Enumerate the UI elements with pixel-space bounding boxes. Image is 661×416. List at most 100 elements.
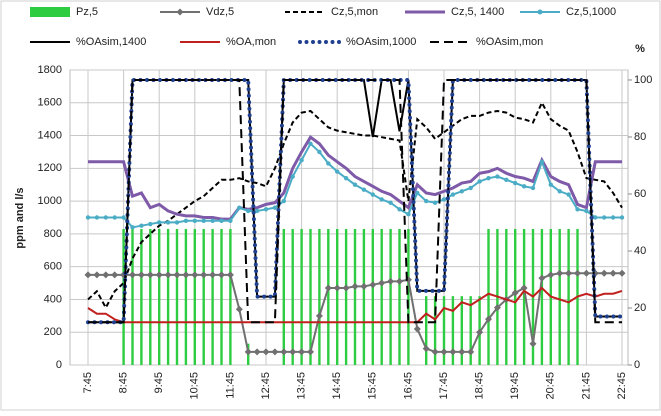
x-tick-label: 21:45: [580, 372, 592, 400]
marker: [263, 207, 269, 212]
x-tick-label: 13:45: [296, 372, 308, 400]
marker: [317, 149, 322, 155]
marker: [440, 348, 448, 356]
x-tick-label: 7:45: [82, 372, 94, 393]
marker: [584, 208, 589, 214]
bar: [291, 228, 294, 365]
marker: [557, 189, 562, 194]
marker: [111, 271, 119, 279]
marker: [155, 271, 163, 279]
marker: [574, 269, 581, 277]
x-tick-label: 15:45: [367, 372, 379, 400]
legend-marker: [176, 8, 184, 16]
plot-area: [69, 69, 629, 366]
x-tick-label: 14:45: [331, 372, 343, 400]
marker: [396, 277, 403, 285]
marker: [397, 207, 402, 212]
marker: [210, 218, 215, 223]
bar: [318, 228, 321, 365]
marker: [315, 312, 323, 320]
marker: [459, 189, 464, 194]
marker: [343, 175, 349, 181]
marker: [201, 218, 206, 223]
marker: [228, 218, 233, 223]
marker: [467, 348, 475, 356]
marker: [246, 208, 251, 214]
marker: [387, 277, 395, 285]
marker: [182, 271, 190, 279]
marker: [610, 215, 616, 220]
marker: [504, 177, 509, 183]
marker: [566, 192, 571, 197]
marker: [431, 348, 439, 356]
marker: [129, 271, 136, 279]
marker: [262, 348, 270, 356]
bar: [522, 228, 526, 365]
legend-label: Vdz,5: [206, 6, 234, 18]
marker: [441, 197, 447, 202]
y2-tick-label: 40: [634, 245, 646, 257]
marker: [449, 348, 457, 356]
bar: [425, 296, 428, 365]
legend-label: Pz,5: [76, 6, 98, 18]
y2-tick-label: 100: [634, 74, 652, 86]
marker: [235, 305, 243, 313]
bar: [540, 228, 544, 365]
bar: [158, 228, 161, 365]
marker: [379, 197, 384, 202]
x-tick-label: 19:45: [509, 372, 521, 400]
bar: [149, 228, 152, 365]
marker: [619, 215, 625, 220]
bar: [344, 228, 348, 365]
y-tick-label: 1600: [38, 97, 62, 109]
marker: [360, 282, 368, 290]
marker: [183, 218, 189, 223]
x-tick-label: 16:45: [402, 372, 414, 400]
marker: [333, 284, 341, 292]
y2-tick-label: 60: [634, 188, 646, 200]
bar: [211, 228, 214, 365]
marker: [307, 348, 314, 356]
legend-label: %OAsim,1000: [346, 36, 416, 48]
marker: [281, 198, 286, 204]
y-tick-label: 200: [44, 326, 62, 338]
marker: [192, 218, 197, 223]
marker: [547, 271, 555, 279]
bar: [380, 228, 383, 365]
marker: [388, 200, 393, 205]
marker: [137, 271, 145, 279]
marker: [565, 269, 573, 277]
marker: [511, 289, 519, 297]
marker: [174, 220, 180, 225]
bar: [175, 228, 179, 365]
marker: [218, 271, 225, 279]
marker: [602, 215, 607, 220]
marker: [280, 348, 288, 356]
marker: [370, 192, 375, 197]
x-tick-label: 18:45: [474, 372, 486, 400]
marker: [290, 174, 295, 179]
marker: [539, 159, 545, 164]
bar: [567, 228, 570, 365]
legend-label: Cz,5,mon: [331, 6, 378, 18]
y-axis-label: ppm and l/s: [14, 187, 26, 248]
marker: [103, 215, 109, 220]
marker: [413, 325, 421, 333]
marker: [254, 208, 260, 214]
marker: [361, 187, 367, 192]
marker: [253, 348, 261, 356]
marker: [369, 281, 377, 289]
bar: [220, 228, 223, 365]
marker: [308, 141, 313, 146]
marker: [173, 271, 181, 279]
marker: [432, 200, 438, 205]
marker: [146, 271, 154, 279]
bar: [140, 228, 143, 365]
bar: [514, 228, 517, 365]
bar: [353, 228, 357, 365]
marker: [157, 220, 162, 225]
bar: [389, 228, 392, 365]
bar: [362, 228, 366, 365]
series-line: [87, 100, 623, 310]
